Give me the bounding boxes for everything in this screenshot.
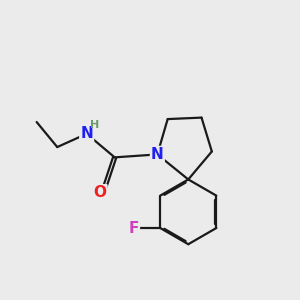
Text: N: N xyxy=(151,147,164,162)
Text: F: F xyxy=(128,220,139,236)
Text: H: H xyxy=(90,120,100,130)
Text: O: O xyxy=(93,185,106,200)
Text: N: N xyxy=(80,126,93,141)
